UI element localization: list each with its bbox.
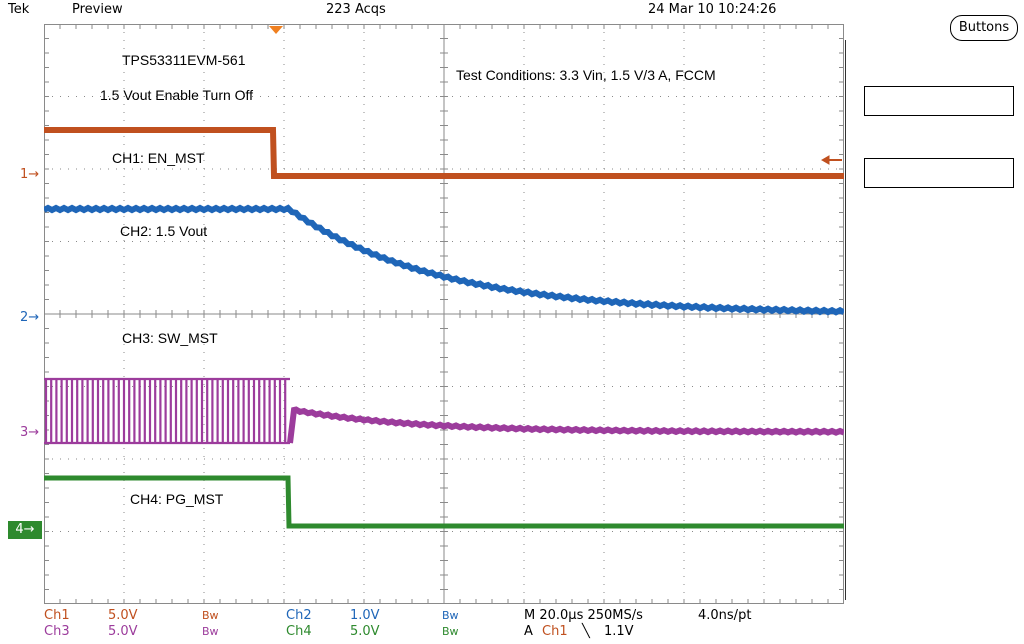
side-menu-box-2[interactable] — [864, 158, 1014, 188]
ch3-marker[interactable]: 3→ — [20, 425, 40, 440]
resolution-readout: 4.0ns/pt — [698, 608, 752, 623]
buttons-button[interactable]: Buttons — [950, 15, 1018, 41]
waveform-display[interactable] — [44, 24, 844, 604]
trigger-slope-icon: ╲ — [582, 624, 590, 639]
ch3-scale: 5.0V — [108, 624, 138, 639]
ch1-scale: 5.0V — [108, 608, 138, 623]
brand-label: Tek — [8, 2, 30, 17]
test-conditions-label: Test Conditions: 3.3 Vin, 1.5 V/3 A, FCC… — [456, 67, 716, 83]
ch2-trace — [44, 204, 844, 316]
ch4-scale: 5.0V — [350, 624, 380, 639]
ch2-marker[interactable]: 2→ — [20, 310, 40, 325]
graticule — [44, 24, 844, 604]
ch1-marker[interactable]: 1→ — [20, 167, 40, 182]
ch2-readout[interactable]: Ch2 — [286, 608, 312, 623]
board-name-label: TPS53311EVM-561 — [122, 52, 246, 68]
timebase-readout[interactable]: M 20.0µs 250MS/s — [524, 608, 643, 623]
ch2-annotation: CH2: 1.5 Vout — [120, 223, 208, 239]
ch1-trace — [44, 127, 844, 179]
trigger-position-icon — [269, 26, 283, 34]
ch4-trace — [44, 475, 844, 529]
ch3-bw-icon: Bw — [202, 625, 219, 638]
acquisition-mode: Preview — [72, 2, 123, 17]
panel-divider — [845, 40, 846, 600]
ch1-annotation: CH1: EN_MST — [112, 150, 205, 166]
ch2-scale: 1.0V — [350, 608, 380, 623]
ch1-readout[interactable]: Ch1 — [44, 608, 70, 623]
side-menu-box-1[interactable] — [864, 86, 1014, 116]
ch3-annotation: CH3: SW_MST — [122, 330, 218, 346]
ch4-annotation: CH4: PG_MST — [130, 491, 224, 507]
trigger-level-icon — [820, 155, 842, 165]
ch1-bw-icon: Bw — [202, 609, 219, 622]
ch4-readout[interactable]: Ch4 — [286, 624, 312, 639]
ch4-bw-icon: Bw — [442, 625, 459, 638]
ch4-marker[interactable]: 4→ — [8, 521, 42, 539]
ch3-switching-burst — [44, 377, 290, 445]
test-title-label: 1.5 Vout Enable Turn Off — [100, 87, 254, 103]
trigger-prefix: A — [524, 624, 533, 639]
trigger-source[interactable]: Ch1 — [542, 624, 568, 639]
trigger-level-readout: 1.1V — [604, 624, 634, 639]
ch2-bw-icon: Bw — [442, 609, 459, 622]
acquisition-count: 223 Acqs — [326, 2, 386, 17]
ch3-trace — [287, 406, 844, 444]
datetime: 24 Mar 10 10:24:26 — [648, 2, 777, 17]
ch3-readout[interactable]: Ch3 — [44, 624, 70, 639]
